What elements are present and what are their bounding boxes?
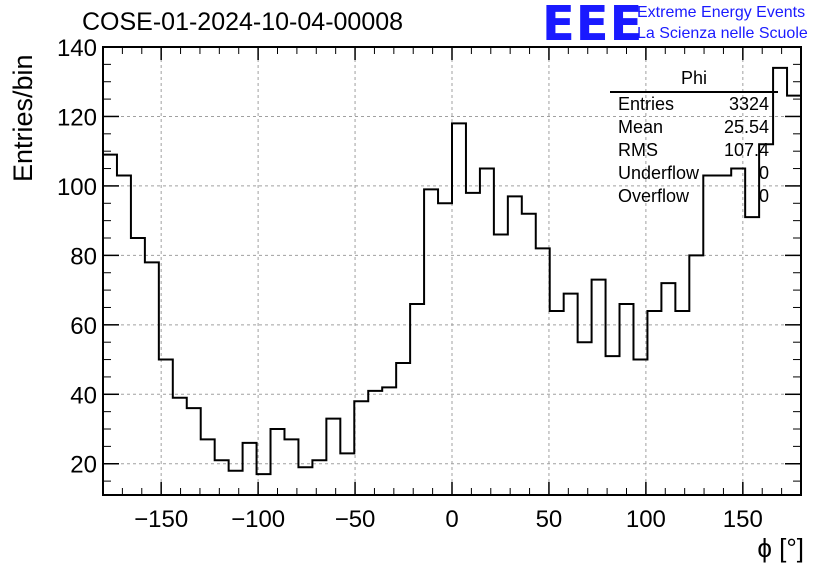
- y-axis-label: Entries/bin: [8, 54, 38, 182]
- y-tick-label: 40: [70, 382, 97, 409]
- logo-line-1: Extreme Energy Events: [637, 4, 806, 21]
- y-tick-label: 120: [57, 104, 97, 131]
- x-tick-label: −50: [335, 506, 376, 533]
- x-tick-label: 150: [723, 506, 763, 533]
- stats-row: Mean 25.54: [608, 116, 778, 139]
- y-tick-label: 100: [57, 174, 97, 201]
- x-tick-label: −100: [231, 506, 285, 533]
- stats-box: Phi Entries 3324 Mean 25.54 RMS 107.4 Un…: [608, 68, 778, 208]
- stats-value: 107.4: [723, 140, 769, 160]
- y-tick-label: 20: [70, 452, 97, 479]
- y-tick-labels: 20 40 60 80 100 120 140: [57, 35, 97, 479]
- stats-key: Overflow: [618, 186, 690, 206]
- stats-box-title: Phi: [610, 68, 778, 93]
- stats-row: RMS 107.4: [608, 139, 778, 162]
- y-tick-label: 60: [70, 313, 97, 340]
- x-tick-label: 0: [445, 506, 458, 533]
- stats-value: 3324: [728, 94, 769, 114]
- stats-row: Underflow 0: [608, 162, 778, 185]
- stats-row: Overflow 0: [608, 185, 778, 208]
- histogram-line: [103, 66, 801, 476]
- stats-row: Entries 3324: [608, 93, 778, 116]
- y-tick-label: 80: [70, 243, 97, 270]
- x-axis-label: ϕ [°]: [757, 533, 804, 563]
- stats-key: Mean: [618, 117, 664, 137]
- stats-value: 25.54: [723, 117, 769, 137]
- axis-ticks: [103, 46, 801, 495]
- plot-title: COSE-01-2024-10-04-00008: [82, 8, 404, 36]
- stats-value: 0: [758, 186, 769, 206]
- x-tick-label: 50: [536, 506, 563, 533]
- x-tick-labels: −150 −100 −50 0 50 100 150: [134, 506, 763, 533]
- stats-key: RMS: [618, 140, 658, 160]
- stats-key: Underflow: [618, 163, 700, 183]
- eee-logo: EEE: [542, 0, 644, 52]
- x-tick-label: 100: [626, 506, 666, 533]
- logo-line-2: La Scienza nelle Scuole: [637, 25, 808, 42]
- x-tick-label: −150: [134, 506, 188, 533]
- stats-key: Entries: [618, 94, 675, 114]
- y-tick-label: 140: [57, 35, 97, 62]
- stats-value: 0: [758, 163, 769, 183]
